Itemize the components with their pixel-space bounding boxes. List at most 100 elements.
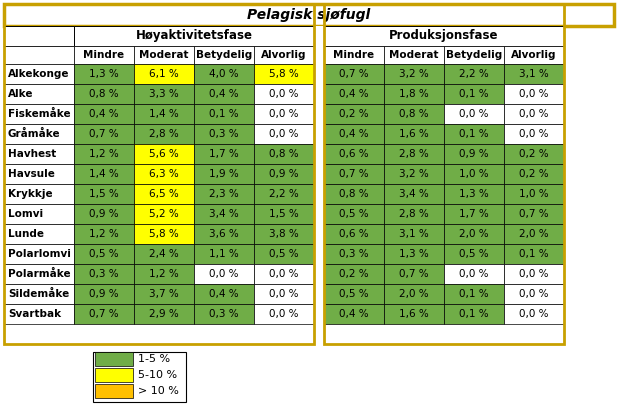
Bar: [194, 104, 254, 124]
Bar: [4, 284, 74, 304]
Bar: [194, 264, 254, 284]
Bar: [384, 224, 444, 244]
Bar: [504, 304, 564, 324]
Bar: [314, 64, 324, 84]
Bar: [4, 244, 74, 264]
Bar: [254, 244, 314, 264]
Text: 1,2 %: 1,2 %: [89, 229, 119, 239]
Bar: [4, 4, 614, 26]
Text: Produksjonsfase: Produksjonsfase: [389, 29, 499, 43]
Bar: [134, 244, 194, 264]
Bar: [134, 104, 194, 124]
Bar: [324, 304, 384, 324]
Bar: [314, 204, 324, 224]
Text: 0,0 %: 0,0 %: [519, 89, 549, 99]
Bar: [95, 384, 133, 398]
Bar: [134, 84, 194, 104]
Text: 5,8 %: 5,8 %: [149, 229, 179, 239]
Bar: [444, 64, 504, 84]
Text: 0,0 %: 0,0 %: [269, 109, 298, 119]
Bar: [74, 84, 134, 104]
Bar: [324, 84, 384, 104]
Bar: [194, 284, 254, 304]
Text: 3,7 %: 3,7 %: [149, 289, 179, 299]
Bar: [254, 204, 314, 224]
Text: 1,5 %: 1,5 %: [269, 209, 299, 219]
Bar: [254, 46, 314, 64]
Bar: [194, 144, 254, 164]
Text: 0,7 %: 0,7 %: [339, 69, 369, 79]
Text: 1,5 %: 1,5 %: [89, 189, 119, 199]
Text: 3,1 %: 3,1 %: [399, 229, 429, 239]
Bar: [444, 124, 504, 144]
Text: 1,9 %: 1,9 %: [209, 169, 239, 179]
Bar: [4, 204, 74, 224]
Text: 3,4 %: 3,4 %: [209, 209, 239, 219]
Bar: [254, 104, 314, 124]
Bar: [4, 144, 74, 164]
Text: 2,2 %: 2,2 %: [269, 189, 299, 199]
Bar: [384, 304, 444, 324]
Bar: [324, 4, 564, 344]
Text: 3,2 %: 3,2 %: [399, 69, 429, 79]
Text: 1,7 %: 1,7 %: [459, 209, 489, 219]
Bar: [74, 184, 134, 204]
Text: > 10 %: > 10 %: [138, 386, 179, 396]
Bar: [384, 104, 444, 124]
Text: 0,5 %: 0,5 %: [339, 289, 369, 299]
Text: 0,0 %: 0,0 %: [269, 289, 298, 299]
Bar: [324, 244, 384, 264]
Text: 0,8 %: 0,8 %: [339, 189, 369, 199]
Bar: [504, 104, 564, 124]
Text: 2,0 %: 2,0 %: [459, 229, 489, 239]
Text: 0,1 %: 0,1 %: [209, 109, 239, 119]
Bar: [194, 224, 254, 244]
Text: Havsule: Havsule: [8, 169, 55, 179]
Bar: [324, 164, 384, 184]
Bar: [314, 124, 324, 144]
Bar: [74, 304, 134, 324]
Bar: [314, 184, 324, 204]
Text: 0,5 %: 0,5 %: [89, 249, 119, 259]
Text: 1,8 %: 1,8 %: [399, 89, 429, 99]
Bar: [4, 164, 74, 184]
Text: 4,0 %: 4,0 %: [209, 69, 239, 79]
Bar: [384, 84, 444, 104]
Text: 0,0 %: 0,0 %: [210, 269, 239, 279]
Bar: [384, 46, 444, 64]
Bar: [444, 244, 504, 264]
Text: 0,7 %: 0,7 %: [519, 209, 549, 219]
Bar: [444, 284, 504, 304]
Text: Alvorlig: Alvorlig: [261, 50, 307, 60]
Bar: [74, 164, 134, 184]
Text: 0,9 %: 0,9 %: [269, 169, 299, 179]
Text: Lomvi: Lomvi: [8, 209, 43, 219]
Text: 6,1 %: 6,1 %: [149, 69, 179, 79]
Text: 1,3 %: 1,3 %: [459, 189, 489, 199]
Bar: [74, 224, 134, 244]
Text: 0,4 %: 0,4 %: [209, 289, 239, 299]
Text: 0,3 %: 0,3 %: [209, 309, 239, 319]
Text: Alvorlig: Alvorlig: [511, 50, 557, 60]
Text: Mindre: Mindre: [334, 50, 375, 60]
Text: 1,0 %: 1,0 %: [459, 169, 489, 179]
Bar: [324, 104, 384, 124]
Bar: [254, 64, 314, 84]
Bar: [4, 124, 74, 144]
Text: 3,3 %: 3,3 %: [149, 89, 179, 99]
Bar: [134, 304, 194, 324]
Text: 0,2 %: 0,2 %: [519, 149, 549, 159]
Bar: [194, 64, 254, 84]
Text: 1,2 %: 1,2 %: [89, 149, 119, 159]
Bar: [314, 46, 324, 64]
Text: 0,1 %: 0,1 %: [459, 309, 489, 319]
Bar: [134, 164, 194, 184]
Bar: [444, 144, 504, 164]
Bar: [194, 244, 254, 264]
Text: 0,0 %: 0,0 %: [269, 269, 298, 279]
Bar: [504, 224, 564, 244]
Bar: [384, 64, 444, 84]
Bar: [384, 144, 444, 164]
Bar: [134, 224, 194, 244]
Bar: [254, 124, 314, 144]
